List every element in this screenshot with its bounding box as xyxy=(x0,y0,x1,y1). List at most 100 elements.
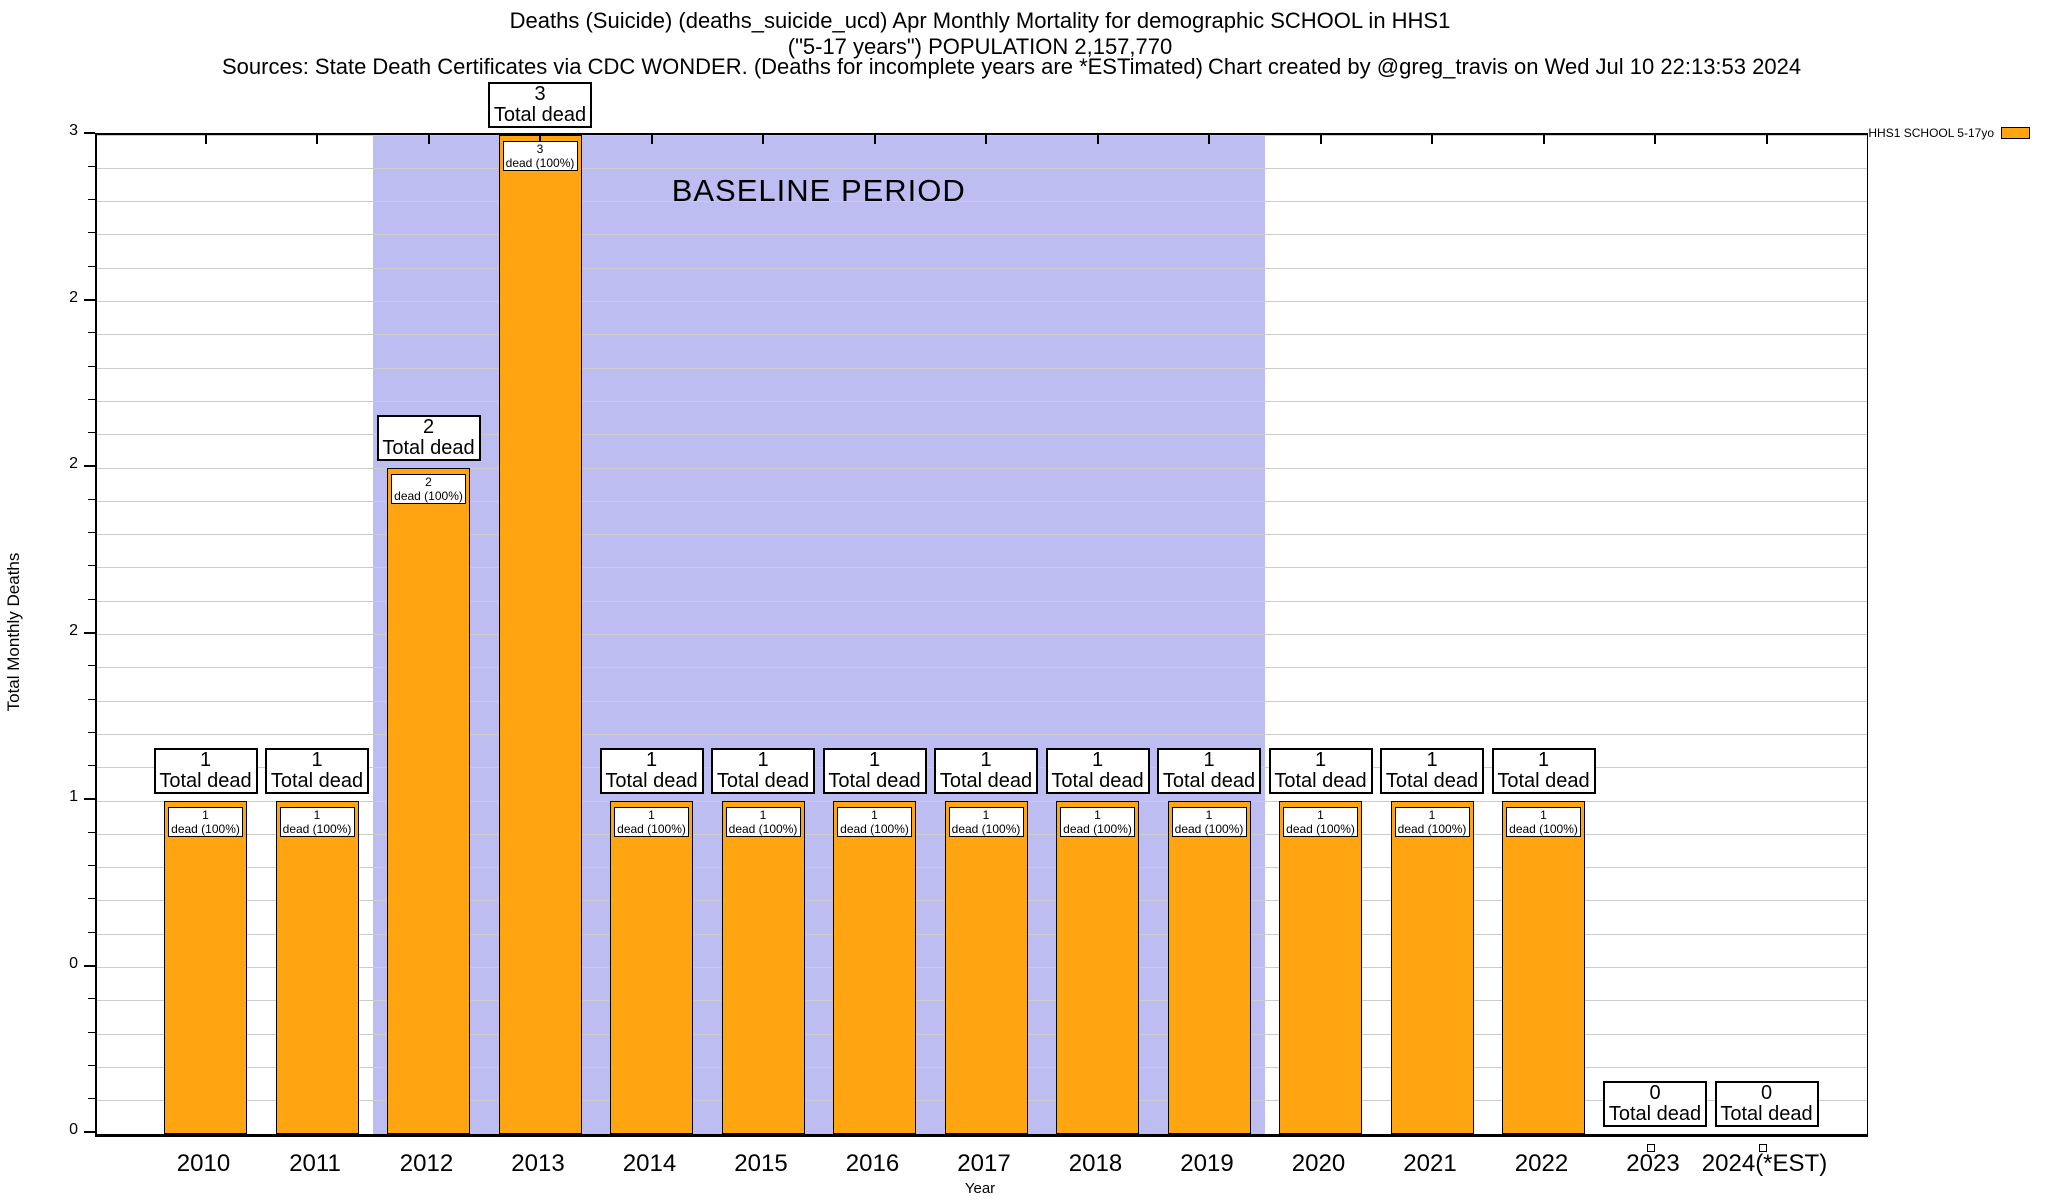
chart-subtitle: ("5-17 years") POPULATION 2,157,770 xyxy=(787,34,1173,59)
gridline xyxy=(97,367,1867,369)
bar-pct-label-2020: 1 dead (100%) xyxy=(1283,807,1358,837)
bar-total-label-2012: 2 Total dead xyxy=(376,415,481,461)
gridline xyxy=(97,201,1867,203)
y-tick-minor xyxy=(88,598,95,600)
x-tick-label-2018: 2018 xyxy=(1068,1150,1123,1177)
legend-label: HHS1 SCHOOL 5-17yo xyxy=(1868,126,1994,140)
bar-pct-label-2014: 1 dead (100%) xyxy=(614,807,689,837)
x-tick-label-2024(*EST): 2024(*EST) xyxy=(1701,1150,1828,1177)
bar-pct-label-2018: 1 dead (100%) xyxy=(1060,807,1135,837)
bar-total-label-2017: 1 Total dead xyxy=(934,748,1038,794)
x-top-tick xyxy=(1654,135,1656,144)
x-tick-label-2023: 2023 xyxy=(1626,1150,1680,1177)
x-top-tick xyxy=(1208,135,1210,144)
y-tick-label: 3 xyxy=(69,122,78,139)
bar-2019 xyxy=(1167,801,1251,1134)
y-tick-minor xyxy=(88,265,95,267)
bar-pct-label-2021: 1 dead (100%) xyxy=(1394,807,1470,837)
x-top-tick xyxy=(1431,135,1433,144)
y-tick-minor xyxy=(88,831,95,833)
y-tick-major xyxy=(84,798,95,800)
y-tick-minor xyxy=(88,698,95,700)
gridline xyxy=(97,600,1867,602)
sources-note: Sources: State Death Certificates via CD… xyxy=(222,54,1203,79)
y-tick-label: 1 xyxy=(69,788,78,805)
y-axis-title: Total Monthly Deaths xyxy=(4,552,23,712)
y-tick-minor xyxy=(88,398,95,400)
x-tick-label-2022: 2022 xyxy=(1514,1150,1569,1177)
bar-total-label-2010: 1 Total dead xyxy=(153,748,258,794)
gridline xyxy=(97,301,1867,302)
gridline xyxy=(97,434,1867,436)
bar-pct-label-2015: 1 dead (100%) xyxy=(725,807,801,837)
y-tick-major xyxy=(84,132,95,134)
bar-total-label-2023: 0 Total dead xyxy=(1603,1081,1707,1127)
bar-total-label-2011: 1 Total dead xyxy=(265,748,369,794)
x-top-tick xyxy=(873,135,876,144)
y-tick-minor xyxy=(88,365,95,367)
gridline xyxy=(97,234,1867,236)
x-top-tick xyxy=(985,135,987,144)
y-tick-minor xyxy=(88,998,95,1000)
x-top-tick xyxy=(204,135,207,144)
bar-2012 xyxy=(387,468,470,1134)
bar-pct-label-2017: 1 dead (100%) xyxy=(948,807,1024,837)
bar-pct-label-2012: 2 dead (100%) xyxy=(391,474,466,504)
y-tick-minor xyxy=(88,931,95,933)
x-tick-label-2013: 2013 xyxy=(511,1150,565,1177)
bar-2015 xyxy=(721,801,805,1134)
y-tick-minor xyxy=(88,898,95,900)
y-tick-minor xyxy=(88,332,95,334)
y-tick-minor xyxy=(88,199,95,201)
y-tick-label: 2 xyxy=(69,455,78,472)
gridline xyxy=(97,534,1867,536)
y-tick-minor xyxy=(88,165,95,167)
legend-swatch xyxy=(2001,127,2030,139)
bar-total-label-2020: 1 Total dead xyxy=(1268,748,1373,794)
plot-area: BASELINE PERIOD 1 dead (100%) 1 Total dead 1… xyxy=(95,82,1868,1152)
x-tick-label-2021: 2021 xyxy=(1403,1150,1457,1177)
bar-total-label-2016: 1 Total dead xyxy=(822,748,927,794)
x-top-tick xyxy=(1319,135,1322,144)
y-tick-minor xyxy=(88,232,95,234)
y-tick-major xyxy=(84,964,95,967)
zero-marker-2024(*EST) xyxy=(1758,1144,1767,1152)
x-tick-label-2015: 2015 xyxy=(734,1150,788,1177)
gridline xyxy=(97,334,1867,336)
y-tick-major xyxy=(84,631,95,634)
credit-note: Chart created by @greg_travis on Wed Jul… xyxy=(1208,54,1802,79)
y-tick-minor xyxy=(88,865,95,867)
chart-title: Deaths (Suicide) (deaths_suicide_ucd) Ap… xyxy=(509,8,1451,33)
x-top-tick xyxy=(316,135,318,144)
gridline xyxy=(97,400,1867,402)
x-top-tick xyxy=(539,135,541,144)
y-tick-label: 2 xyxy=(69,621,78,639)
bar-2016 xyxy=(833,801,916,1134)
bar-pct-label-2010: 1 dead (100%) xyxy=(168,807,243,837)
bar-2014 xyxy=(610,801,693,1134)
bar-2017 xyxy=(944,801,1028,1134)
bar-total-label-2015: 1 Total dead xyxy=(711,748,815,794)
bar-total-label-2024(*EST): 0 Total dead xyxy=(1714,1081,1819,1127)
bar-total-label-2018: 1 Total dead xyxy=(1045,748,1150,794)
x-top-tick xyxy=(650,135,653,144)
x-top-tick xyxy=(1542,135,1545,144)
x-tick-label-2011: 2011 xyxy=(289,1150,341,1177)
x-axis-title: Year xyxy=(964,1180,996,1197)
y-tick-minor xyxy=(88,1064,95,1066)
x-top-tick xyxy=(1765,135,1768,144)
baseline-label: BASELINE PERIOD xyxy=(671,173,966,208)
y-tick-label: 2 xyxy=(69,288,78,306)
x-tick-label-2014: 2014 xyxy=(622,1150,677,1177)
bar-2022 xyxy=(1502,801,1585,1134)
legend: HHS1 SCHOOL 5-17yo xyxy=(1868,126,2030,140)
bar-2018 xyxy=(1056,801,1139,1134)
bar-2010 xyxy=(164,801,247,1134)
y-tick-minor xyxy=(88,765,95,767)
bar-pct-label-2013: 3 dead (100%) xyxy=(502,141,578,171)
bar-2011 xyxy=(275,801,359,1134)
y-tick-minor xyxy=(88,1098,95,1100)
gridline xyxy=(97,500,1867,502)
bar-total-label-2022: 1 Total dead xyxy=(1491,748,1596,794)
x-top-tick xyxy=(427,135,430,144)
